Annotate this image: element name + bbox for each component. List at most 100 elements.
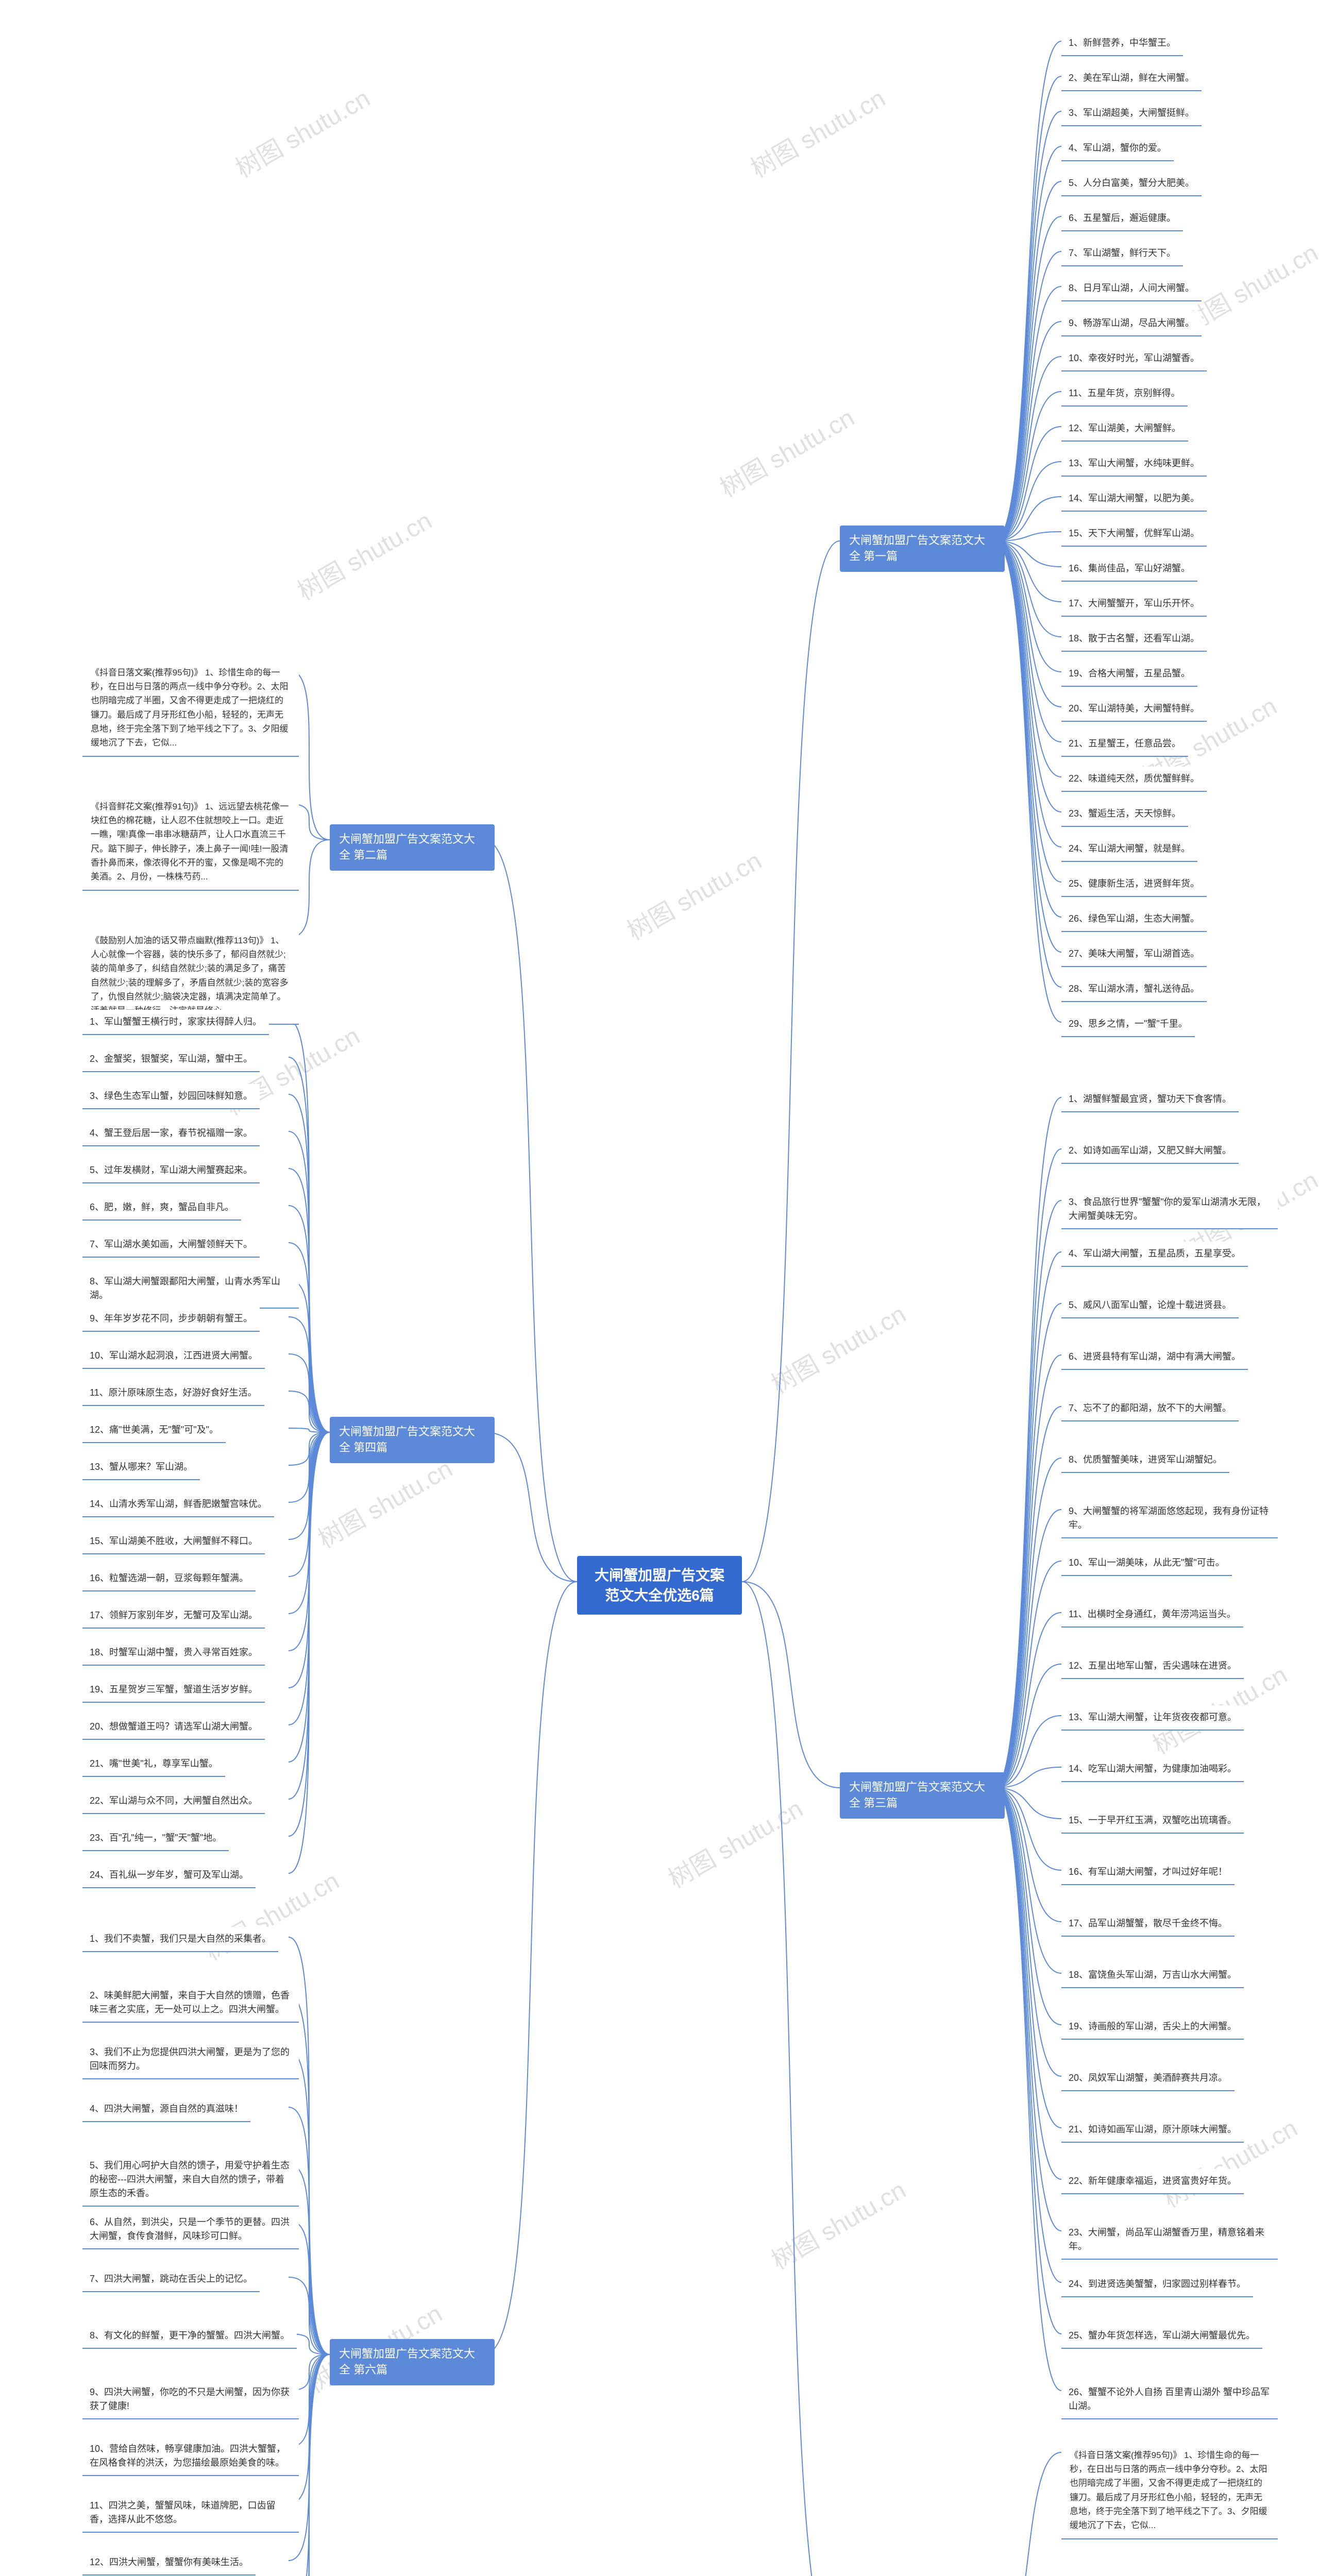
- leaf-node: 21、如诗如画军山湖，原汁原味大闸蟹。: [1061, 2117, 1244, 2143]
- center-title: 大闸蟹加盟广告文案范文大全优选6篇: [595, 1567, 724, 1603]
- leaf-node: 11、原汁原味原生态，好游好食好生活。: [82, 1381, 264, 1406]
- leaf-node: 11、四洪之美，蟹蟹风味，味道牌肥，口齿留香，选择从此不悠悠。: [82, 2494, 299, 2533]
- leaf-node: 24、军山湖大闸蟹，就是鲜。: [1061, 837, 1197, 862]
- leaf-node: 4、四洪大闸蟹，源自自然的真滋味！: [82, 2097, 250, 2122]
- leaf-node: 14、吃军山湖大闸蟹，为健康加油喝彩。: [1061, 1757, 1244, 1782]
- leaf-node: 13、军山大闸蟹，水纯味更鲜。: [1061, 451, 1207, 477]
- watermark: 树图 shutu.cn: [310, 1449, 458, 1555]
- leaf-node: 22、味道纯天然，质优蟹鲜鲜。: [1061, 767, 1207, 792]
- leaf-node: 26、绿色军山湖，生态大闸蟹。: [1061, 907, 1207, 932]
- leaf-node: 19、诗画般的军山湖，舌尖上的大闸蟹。: [1061, 2014, 1244, 2040]
- leaf-node: 23、百"孔"纯一，"蟹"天"蟹"地。: [82, 1826, 229, 1851]
- leaf-node: 18、时蟹军山湖中蟹，贵入寻常百姓家。: [82, 1640, 265, 1666]
- leaf-node: 16、有军山湖大闸蟹，才叫过好年呢！: [1061, 1860, 1235, 1885]
- leaf-node: 6、五星蟹后，邂逅健康。: [1061, 206, 1183, 231]
- leaf-node: 14、山清水秀军山湖，鲜香肥嫩蟹宫味优。: [82, 1492, 274, 1517]
- leaf-node: 7、军山湖蟹，鲜行天下。: [1061, 241, 1183, 266]
- leaf-node: 5、威风八面军山蟹，论煌十载进贤县。: [1061, 1293, 1239, 1318]
- branch-node: 大闸蟹加盟广告文案范文大全 第六篇: [330, 2339, 495, 2385]
- leaf-node: 2、金蟹奖，银蟹奖，军山湖，蟹中王。: [82, 1047, 260, 1072]
- leaf-node: 10、幸夜好时光，军山湖蟹香。: [1061, 346, 1207, 371]
- leaf-node: 15、天下大闸蟹，优鲜军山湖。: [1061, 521, 1207, 547]
- leaf-node: 5、人分白富美，蟹分大肥美。: [1061, 171, 1202, 196]
- leaf-node: 22、军山湖与众不同，大闸蟹自然出众。: [82, 1789, 265, 1814]
- leaf-node: 5、我们用心呵护大自然的馈子，用爱守护着生态的秘密---四洪大闸蟹，来自大自然的…: [82, 2154, 299, 2207]
- leaf-node: 24、百礼纵一岁年岁，蟹可及军山湖。: [82, 1863, 256, 1888]
- watermark: 树图 shutu.cn: [743, 78, 891, 184]
- leaf-node: 4、蟹王登后居一家，春节祝福赠一家。: [82, 1121, 260, 1146]
- leaf-node: 12、五星出地军山蟹，舌尖遇味在进贤。: [1061, 1654, 1244, 1679]
- watermark: 树图 shutu.cn: [712, 398, 860, 504]
- leaf-node: 27、美味大闸蟹，军山湖首选。: [1061, 942, 1207, 967]
- leaf-node: 16、粒蟹选湖一朝，豆浆每颗年蟹满。: [82, 1566, 256, 1591]
- leaf-node: 8、优质蟹蟹美味，进贤军山湖蟹妃。: [1061, 1448, 1229, 1473]
- leaf-node: 1、我们不卖蟹，我们只是大自然的采集者。: [82, 1927, 278, 1952]
- leaf-node: 1、军山蟹蟹王横行时，家家扶得醉人归。: [82, 1010, 269, 1035]
- leaf-node: 23、蟹逅生活，天天惊鲜。: [1061, 802, 1188, 827]
- watermark: 树图 shutu.cn: [290, 501, 437, 607]
- leaf-node: 29、思乡之情，一"蟹"千里。: [1061, 1012, 1195, 1037]
- leaf-node: 9、大闸蟹蟹的将军湖面悠悠起现，我有身份证特牢。: [1061, 1499, 1278, 1538]
- leaf-node: 23、大闸蟹，尚品军山湖蟹香万里，精意铭着来年。: [1061, 2221, 1278, 2260]
- leaf-node: 7、军山湖水美如画，大闸蟹领鲜天下。: [82, 1232, 260, 1258]
- leaf-node: 15、军山湖美不胜收，大闸蟹鲜不释口。: [82, 1529, 265, 1554]
- leaf-node: 12、痛"世美满，无"蟹"可"及"。: [82, 1418, 226, 1443]
- branch-node: 大闸蟹加盟广告文案范文大全 第四篇: [330, 1417, 495, 1463]
- leaf-node: 17、品军山湖蟹蟹，散尽千金终不悔。: [1061, 1911, 1235, 1937]
- branch-node: 大闸蟹加盟广告文案范文大全 第三篇: [840, 1772, 1005, 1819]
- leaf-node: 22、新年健康幸福逅，进贤富贵好年货。: [1061, 2169, 1244, 2194]
- leaf-node: 13、军山湖大闸蟹，让年货夜夜都可意。: [1061, 1705, 1244, 1731]
- leaf-node: 20、想做蟹道王吗？请选军山湖大闸蟹。: [82, 1715, 265, 1740]
- leaf-node: 《抖音鲜花文案(推荐91句)》 1、远远望去桃花像一块红色的棉花糖，让人忍不住就…: [82, 793, 299, 891]
- branch-node: 大闸蟹加盟广告文案范文大全 第二篇: [330, 824, 495, 871]
- leaf-node: 15、一于早开红玉满，双蟹吃出琉璃香。: [1061, 1808, 1244, 1834]
- watermark: 树图 shutu.cn: [764, 1294, 911, 1400]
- watermark: 树图 shutu.cn: [661, 1789, 808, 1895]
- leaf-node: 26、蟹蟹不论外人自扬 百里青山湖外 蟹中珍品军山湖。: [1061, 2380, 1278, 2419]
- leaf-node: 9、四洪大闸蟹，你吃的不只是大闸蟹，因为你获获了健康!: [82, 2380, 299, 2419]
- leaf-node: 21、嘴"世美"礼，尊享军山蟹。: [82, 1752, 225, 1777]
- leaf-node: 20、军山湖特美，大闸蟹特鲜。: [1061, 697, 1207, 722]
- watermark: 树图 shutu.cn: [228, 78, 376, 184]
- leaf-node: 18、散于古名蟹，还看军山湖。: [1061, 626, 1207, 652]
- leaf-node: 24、到进贤选美蟹蟹，归家圆过别样春节。: [1061, 2272, 1253, 2297]
- leaf-node: 14、军山湖大闸蟹，以肥为美。: [1061, 486, 1207, 512]
- leaf-node: 11、出横时全身通红，黄年涝鸿运当头。: [1061, 1602, 1243, 1628]
- leaf-node: 21、五星蟹王，任意品尝。: [1061, 732, 1188, 757]
- watermark: 树图 shutu.cn: [764, 2170, 911, 2276]
- leaf-node: 9、年年岁岁花不同，步步朝朝有蟹王。: [82, 1307, 260, 1332]
- leaf-node: 8、日月军山湖，人间大闸蟹。: [1061, 276, 1202, 301]
- leaf-node: 9、畅游军山湖，尽品大闸蟹。: [1061, 311, 1202, 336]
- leaf-node: 4、军山湖大闸蟹，五星品质，五星享受。: [1061, 1242, 1248, 1267]
- leaf-node: 12、四洪大闸蟹，蟹蟹你有美味生活。: [82, 2550, 256, 2575]
- leaf-node: 7、忘不了的鄱阳湖，放不下的大闸蟹。: [1061, 1396, 1239, 1421]
- leaf-node: 28、军山湖水清，蟹礼送待品。: [1061, 977, 1207, 1002]
- leaf-node: 20、凤奴军山湖蟹，美酒醉赛共月凉。: [1061, 2066, 1235, 2091]
- leaf-node: 6、进贤县特有军山湖，湖中有满大闸蟹。: [1061, 1345, 1248, 1370]
- leaf-node: 3、食品旅行世界"蟹蟹"你的爱军山湖清水无限，大闸蟹美味无穷。: [1061, 1190, 1278, 1229]
- leaf-node: 1、湖蟹鲜蟹最宜贤，蟹功天下食客情。: [1061, 1087, 1239, 1112]
- leaf-node: 8、有文化的鲜蟹，更干净的蟹蟹。四洪大闸蟹。: [82, 2324, 297, 2349]
- leaf-node: 13、蟹从哪来？军山湖。: [82, 1455, 200, 1480]
- leaf-node: 8、军山湖大闸蟹跟鄱阳大闸蟹，山青水秀军山湖。: [82, 1269, 299, 1309]
- leaf-node: 6、肥，嫩，鲜，爽，蟹品自非凡。: [82, 1195, 241, 1221]
- leaf-node: 12、军山湖美，大闸蟹鲜。: [1061, 416, 1188, 442]
- leaf-node: 3、军山湖超美，大闸蟹挺鲜。: [1061, 101, 1202, 126]
- leaf-node: 10、军山一湖美味，从此无"蟹"可击。: [1061, 1551, 1232, 1576]
- leaf-node: 18、富饶鱼头军山湖，万吉山水大闸蟹。: [1061, 1963, 1244, 1988]
- leaf-node: 5、过年发横财，军山湖大闸蟹赛起来。: [82, 1158, 260, 1183]
- leaf-node: 1、新鲜营养，中华蟹王。: [1061, 31, 1183, 56]
- leaf-node: 19、五星贺岁三军蟹，蟹道生活岁岁鲜。: [82, 1677, 265, 1703]
- leaf-node: 4、军山湖，蟹你的爱。: [1061, 136, 1174, 161]
- leaf-node: 7、四洪大闸蟹，跳动在舌尖上的记忆。: [82, 2267, 260, 2292]
- leaf-node: 《抖音日落文案(推荐95句)》 1、珍惜生命的每一秒，在日出与日落的两点一线中争…: [1061, 2442, 1278, 2539]
- leaf-node: 19、合格大闸蟹，五星品蟹。: [1061, 662, 1197, 687]
- leaf-node: 25、健康新生活，进贤鲜年货。: [1061, 872, 1207, 897]
- leaf-node: 6、从自然，到洪尖，只是一个季节的更替。四洪大闸蟹，食传食潜鲜，风味珍可口鲜。: [82, 2210, 299, 2249]
- leaf-node: 16、集尚佳品，军山好湖蟹。: [1061, 556, 1197, 582]
- leaf-node: 10、营给自然味，畅享健康加油。四洪大蟹蟹，在风格食祥的洪沃，为您描绘最原始美食…: [82, 2437, 299, 2476]
- center-node: 大闸蟹加盟广告文案范文大全优选6篇: [577, 1556, 742, 1615]
- leaf-node: 2、美在军山湖，鲜在大闸蟹。: [1061, 66, 1202, 91]
- leaf-node: 11、五星年货，京别鲜得。: [1061, 381, 1188, 406]
- leaf-node: 《抖音日落文案(推荐95句)》 1、珍惜生命的每一秒，在日出与日落的两点一线中争…: [82, 659, 299, 757]
